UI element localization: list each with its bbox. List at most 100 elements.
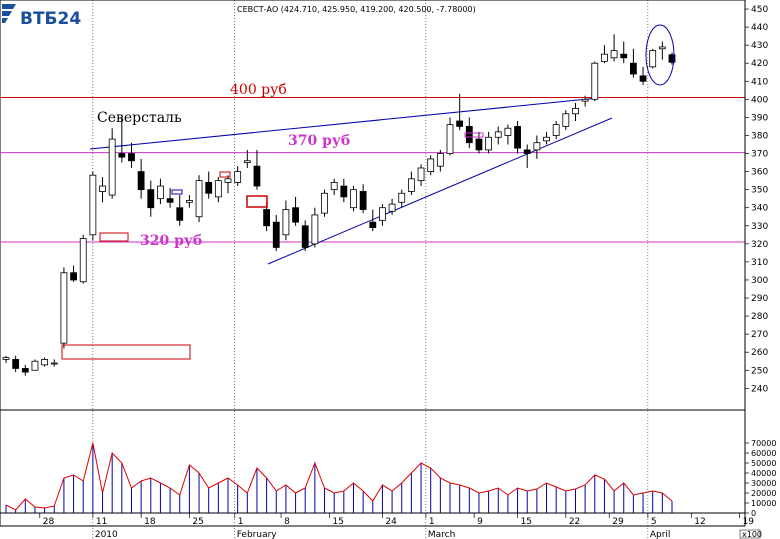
price-tick-label: 450 xyxy=(751,5,768,15)
volume-line xyxy=(5,442,673,511)
vtb-logo-icon xyxy=(2,4,16,23)
price-tick-label: 260 xyxy=(751,348,768,358)
candle xyxy=(562,110,570,131)
candle xyxy=(292,196,299,226)
candle xyxy=(601,45,608,64)
volume-tick-label: 30000 xyxy=(751,479,776,488)
candle xyxy=(504,124,512,145)
vtb24-logo: ВТБ24 xyxy=(2,4,81,29)
zone-box-380 xyxy=(464,132,484,138)
candle xyxy=(234,166,242,187)
candle xyxy=(494,126,502,145)
candle xyxy=(166,187,174,208)
x-tick-label: 15 xyxy=(521,517,532,527)
x-tick-label: 15 xyxy=(332,517,343,527)
upper-trend-line xyxy=(89,97,599,150)
candle xyxy=(649,48,657,69)
x-tick-label: 28 xyxy=(43,517,55,527)
x-tick-label: 29 xyxy=(612,517,624,527)
x-tick-label: 5 xyxy=(651,517,657,527)
price-tick-label: 280 xyxy=(751,312,768,322)
price-tick-label: 300 xyxy=(751,276,768,286)
price-tick-label: 330 xyxy=(751,222,768,232)
candle xyxy=(89,171,97,241)
volume-tick-label: 40000 xyxy=(751,469,776,478)
candle xyxy=(581,95,589,107)
candle xyxy=(398,189,406,208)
zone-box-342 xyxy=(246,195,268,208)
candle xyxy=(41,357,49,367)
volume-tick-label: 60000 xyxy=(751,449,776,458)
zone-box-352 xyxy=(219,171,231,178)
candle xyxy=(359,184,367,214)
candle xyxy=(205,171,213,199)
price-tick-label: 390 xyxy=(751,113,768,123)
price-tick-label: 350 xyxy=(751,186,768,196)
candle xyxy=(456,93,464,131)
candle xyxy=(417,164,425,187)
candle xyxy=(610,34,618,62)
x-tick-label: 24 xyxy=(385,517,397,527)
zone-box-260 xyxy=(61,344,191,360)
candle xyxy=(214,177,222,203)
x-tick-label: 19 xyxy=(743,517,755,527)
x-tick-label: 1 xyxy=(429,517,435,527)
volume-tick-label: 20000 xyxy=(751,489,776,498)
x-tick-label: 8 xyxy=(284,517,290,527)
candle xyxy=(523,144,531,168)
candle xyxy=(79,234,87,284)
candle xyxy=(620,41,628,64)
candle xyxy=(137,158,145,199)
highlight-boxes xyxy=(61,24,675,360)
candle xyxy=(128,142,135,168)
candle xyxy=(253,149,261,190)
candle xyxy=(157,178,164,205)
candle xyxy=(407,171,415,196)
candle xyxy=(485,131,493,154)
price-tick-label: 290 xyxy=(751,294,768,304)
zone-box-323 xyxy=(99,232,129,242)
recent-candles-ellipse xyxy=(645,24,675,86)
trend-lines xyxy=(89,97,613,265)
candle xyxy=(427,155,435,176)
lower-trend-line xyxy=(267,117,613,265)
logo-text: ВТБ24 xyxy=(20,9,81,29)
candle xyxy=(50,359,58,367)
volume-histogram xyxy=(5,442,673,513)
price-tick-label: 310 xyxy=(751,258,768,268)
volume-tick-label: 70000 xyxy=(751,439,776,448)
volume-unit-note: x100 xyxy=(742,530,762,539)
candle xyxy=(195,175,203,223)
candle xyxy=(572,102,579,122)
candle xyxy=(658,41,666,60)
candle xyxy=(60,267,68,349)
label-320: 320 руб xyxy=(140,233,202,249)
price-tick-label: 370 xyxy=(751,150,768,160)
candle xyxy=(118,117,126,163)
candle xyxy=(185,195,193,208)
price-tick-label: 250 xyxy=(751,366,768,376)
x-tick-label: 25 xyxy=(192,517,203,527)
candle xyxy=(475,131,483,154)
candle xyxy=(147,180,155,217)
candle xyxy=(243,149,251,168)
price-axis: 240 250 260 270 280 290 300 310 320 330 340 350 360 3… xyxy=(744,0,768,410)
label-370: 370 руб xyxy=(288,133,350,149)
candle xyxy=(301,220,309,252)
candle xyxy=(330,178,338,196)
candle xyxy=(436,149,444,172)
month-label: March xyxy=(428,530,455,539)
candle xyxy=(543,131,550,145)
level-lines xyxy=(0,97,745,243)
candle xyxy=(321,189,328,217)
zone-box-353 xyxy=(171,189,183,195)
candle xyxy=(639,66,647,85)
candle xyxy=(99,177,106,203)
volume-tick-label: 10000 xyxy=(751,499,776,508)
ohlc-title: СЕВСТ-АО (424.710, 425.950, 419.200, 420… xyxy=(237,5,476,14)
candle xyxy=(224,175,232,194)
price-tick-label: 400 xyxy=(751,95,768,105)
candle xyxy=(350,186,357,212)
x-tick-label: 11 xyxy=(96,517,107,527)
